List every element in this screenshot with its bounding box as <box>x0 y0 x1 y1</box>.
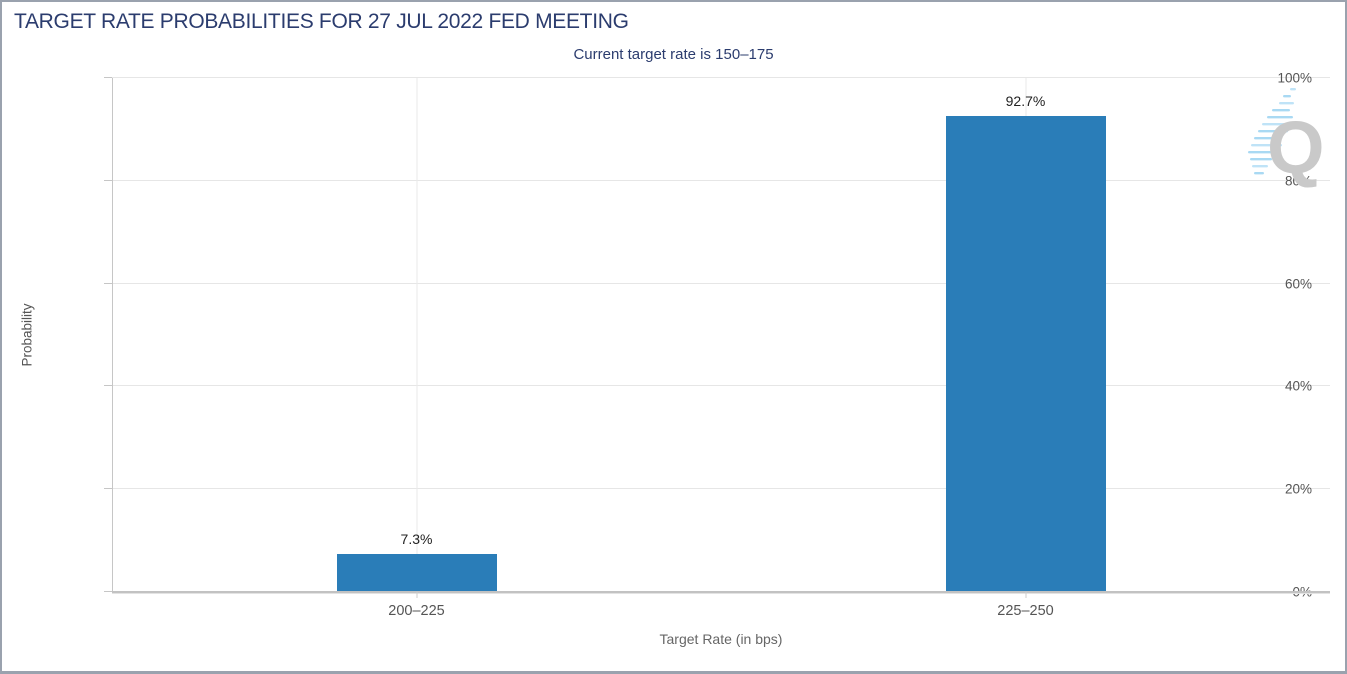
y-axis-label-60%: 60% <box>1284 276 1312 292</box>
y-tick-20% <box>104 488 112 490</box>
x-axis-label-225–250: 225–250 <box>997 603 1054 619</box>
chart-subtitle: Current target rate is 150–175 <box>573 46 774 63</box>
gridline-20% <box>112 488 1330 490</box>
bar-value-label-200–225: 7.3% <box>400 531 433 548</box>
y-axis-label-100%: 100% <box>1277 70 1312 86</box>
y-tick-100% <box>104 77 112 78</box>
gridline-100% <box>112 77 1330 78</box>
vertical-gridline-200–225 <box>416 78 417 592</box>
x-tick-225–250 <box>1025 592 1026 598</box>
bar-slot-200–225: 7.3% 200–225 <box>112 78 721 619</box>
bar-225–250[interactable] <box>945 115 1106 592</box>
chart-title: TARGET RATE PROBABILITIES FOR 27 JUL 202… <box>14 10 629 33</box>
y-tick-0% <box>104 591 112 592</box>
y-axis-label-80%: 80% <box>1284 173 1312 189</box>
x-axis-label-200–225: 200–225 <box>388 603 445 619</box>
bar-value-label-225–250: 92.7% <box>1005 92 1046 109</box>
y-axis-label-40%: 40% <box>1284 378 1312 394</box>
y-tick-40% <box>104 385 112 387</box>
y-axis-title: Probability <box>19 303 35 367</box>
y-axis-line <box>112 78 113 592</box>
y-tick-80% <box>104 179 112 181</box>
x-axis-line <box>112 591 1330 593</box>
logo-dash-swoosh <box>1248 88 1296 175</box>
y-tick-60% <box>104 282 112 284</box>
bar-slots: 7.3% 200–225 92.7% 225–250 <box>112 78 1330 619</box>
gridline-40% <box>112 385 1330 387</box>
plot-area: 0%20%40%60%80%100% 7.3%200–22592.7%225–2… <box>104 71 1330 619</box>
logo-q-letter: Q <box>1267 106 1325 188</box>
gridline-60% <box>112 282 1330 284</box>
y-axis-label-20%: 20% <box>1284 481 1312 497</box>
gridline-80% <box>112 179 1330 181</box>
quandl-q-logo: Q <box>1248 88 1325 188</box>
x-axis-title: Target Rate (in bps) <box>659 631 783 647</box>
bar-200–225[interactable] <box>336 554 497 592</box>
x-tick-200–225 <box>416 592 417 598</box>
bar-slot-225–250: 92.7% 225–250 <box>721 78 1330 619</box>
